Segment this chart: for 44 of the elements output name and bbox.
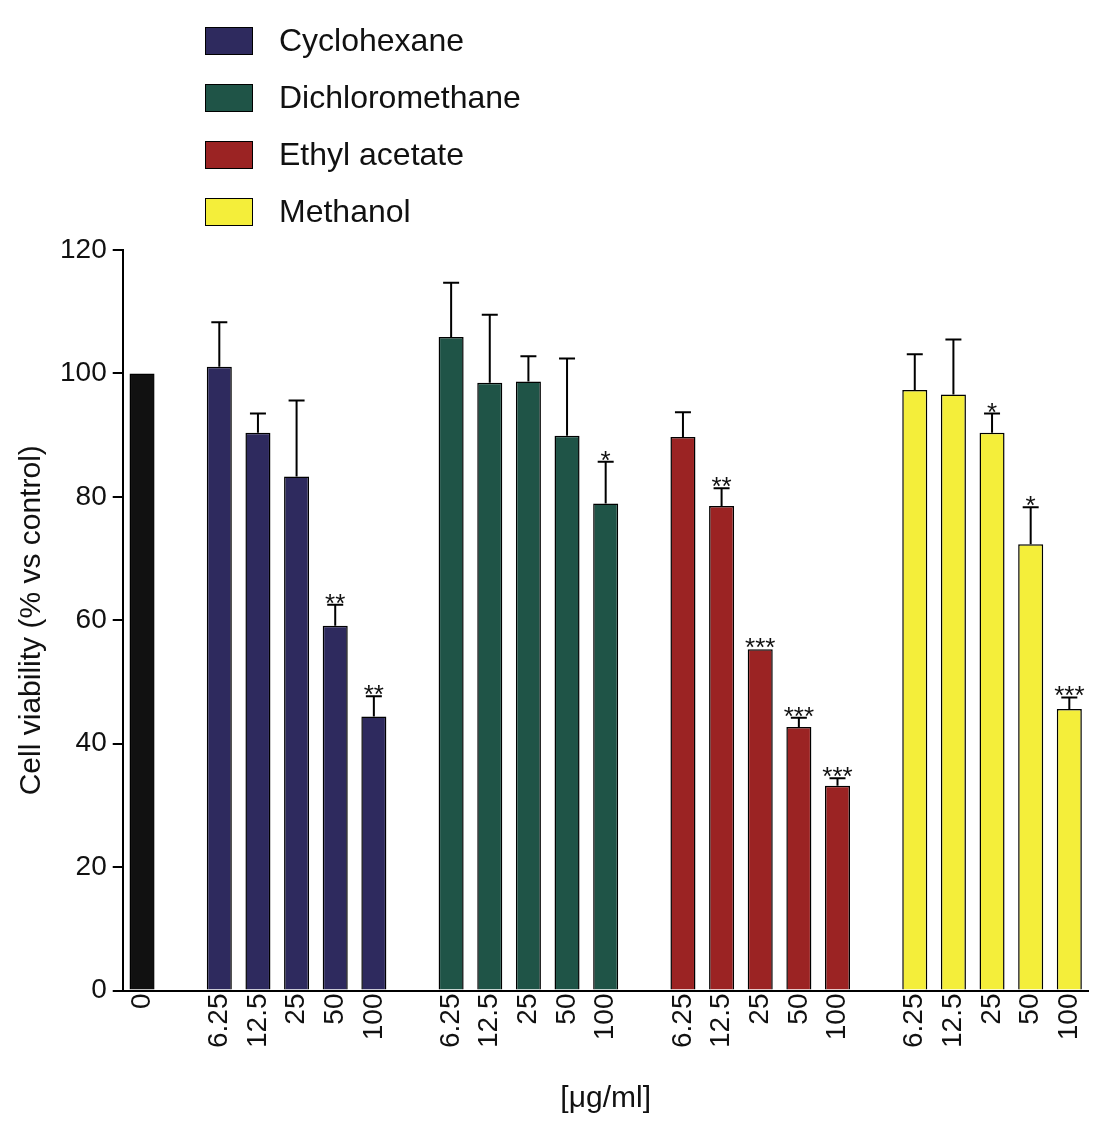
- x-tick-label: 50: [317, 993, 349, 1025]
- x-tick-label: 100: [588, 993, 620, 1041]
- x-tick-label: 6.25: [897, 993, 929, 1048]
- data-label: ***: [745, 632, 776, 663]
- x-tick-label: 100: [820, 993, 852, 1041]
- x-tick-label: 25: [742, 993, 774, 1025]
- data-label: *: [1025, 490, 1036, 521]
- legend-label: Methanol: [279, 193, 411, 230]
- x-tick-label: 100: [1052, 993, 1084, 1041]
- x-axis-title: [μg/ml]: [560, 1080, 651, 1114]
- data-label: **: [711, 471, 732, 502]
- x-tick-label: 12.5: [472, 993, 504, 1048]
- x-tick-label: 25: [974, 993, 1006, 1025]
- x-tick-label: 25: [511, 993, 543, 1025]
- x-tick-label: 25: [279, 993, 311, 1025]
- x-tick-label: 50: [549, 993, 581, 1025]
- y-tick-label: 80: [75, 479, 107, 511]
- data-label: ***: [1054, 680, 1085, 711]
- y-tick-label: 0: [91, 973, 107, 1005]
- legend-label: Dichloromethane: [279, 79, 521, 116]
- data-label: **: [325, 587, 346, 618]
- data-label: ***: [822, 761, 853, 792]
- y-tick-label: 100: [60, 356, 107, 388]
- data-label: *: [986, 396, 998, 427]
- data-label: **: [363, 679, 384, 710]
- x-tick-label: 6.25: [202, 993, 234, 1048]
- y-axis-title: Cell viability (% vs control): [13, 445, 47, 796]
- data-label: ***: [783, 700, 815, 731]
- x-tick-label: 100: [356, 993, 388, 1041]
- x-tick-label: 6.25: [433, 993, 465, 1048]
- legend-label: Cyclohexane: [279, 22, 464, 59]
- x-tick-label: 12.5: [240, 993, 272, 1048]
- x-tick-label: 12.5: [936, 993, 968, 1048]
- x-tick-label: 0: [124, 993, 156, 1010]
- x-tick-label: 50: [1013, 993, 1045, 1025]
- y-tick-label: 20: [75, 849, 107, 881]
- y-tick-label: 120: [60, 232, 107, 264]
- y-tick-label: 60: [75, 602, 107, 634]
- data-label: *: [600, 444, 611, 475]
- x-tick-label: 12.5: [704, 993, 736, 1048]
- x-tick-label: 6.25: [665, 993, 697, 1048]
- x-tick-label: 50: [781, 993, 813, 1025]
- legend-label: Ethyl acetate: [279, 136, 464, 173]
- y-tick-label: 40: [75, 726, 107, 758]
